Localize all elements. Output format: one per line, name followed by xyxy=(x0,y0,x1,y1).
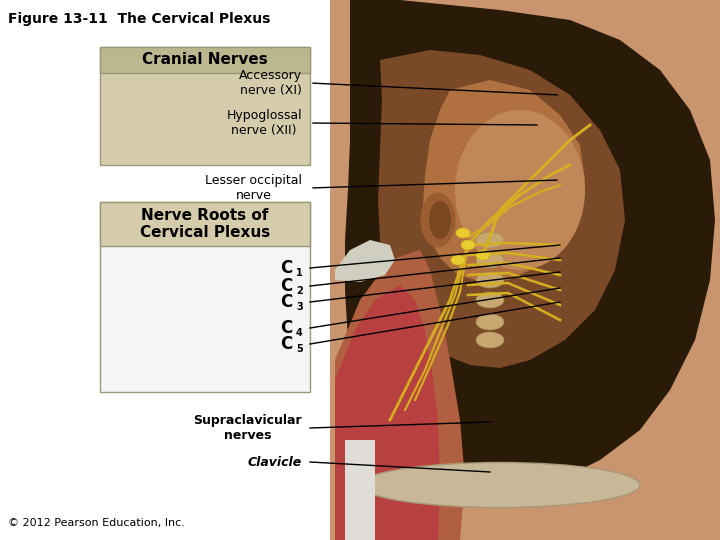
Ellipse shape xyxy=(456,228,470,238)
Polygon shape xyxy=(335,285,440,540)
Text: 3: 3 xyxy=(296,302,302,312)
Polygon shape xyxy=(423,80,585,282)
Polygon shape xyxy=(345,0,715,492)
Text: © 2012 Pearson Education, Inc.: © 2012 Pearson Education, Inc. xyxy=(8,518,185,528)
FancyBboxPatch shape xyxy=(100,47,310,165)
Ellipse shape xyxy=(451,255,465,265)
Text: 5: 5 xyxy=(296,344,302,354)
FancyBboxPatch shape xyxy=(100,202,310,246)
Text: C: C xyxy=(280,277,292,295)
Polygon shape xyxy=(330,0,720,540)
Ellipse shape xyxy=(476,292,504,308)
Polygon shape xyxy=(360,440,375,540)
Text: C: C xyxy=(280,319,292,337)
Polygon shape xyxy=(345,440,365,540)
Text: Supraclavicular
nerves: Supraclavicular nerves xyxy=(194,414,302,442)
Ellipse shape xyxy=(455,110,585,270)
Text: Nerve Roots of
Cervical Plexus: Nerve Roots of Cervical Plexus xyxy=(140,208,270,240)
Polygon shape xyxy=(335,240,395,282)
Polygon shape xyxy=(335,250,465,540)
Text: 2: 2 xyxy=(296,286,302,296)
Ellipse shape xyxy=(461,240,475,250)
Text: 4: 4 xyxy=(296,328,302,338)
Ellipse shape xyxy=(476,232,504,248)
Text: 1: 1 xyxy=(296,268,302,278)
Ellipse shape xyxy=(476,250,490,260)
Ellipse shape xyxy=(420,192,456,247)
Text: Cranial Nerves: Cranial Nerves xyxy=(142,52,268,68)
FancyBboxPatch shape xyxy=(100,47,310,73)
Ellipse shape xyxy=(476,332,504,348)
Text: Figure 13-11  The Cervical Plexus: Figure 13-11 The Cervical Plexus xyxy=(8,12,271,26)
Text: Clavicle: Clavicle xyxy=(248,456,302,469)
Text: Accessory
nerve (XI): Accessory nerve (XI) xyxy=(239,69,302,97)
Text: C: C xyxy=(280,335,292,353)
Ellipse shape xyxy=(429,201,451,239)
Ellipse shape xyxy=(476,252,504,268)
Ellipse shape xyxy=(476,314,504,330)
Text: Lesser occipital
nerve: Lesser occipital nerve xyxy=(205,174,302,202)
Polygon shape xyxy=(378,50,625,368)
Text: C: C xyxy=(280,259,292,277)
FancyBboxPatch shape xyxy=(100,202,310,392)
Ellipse shape xyxy=(360,462,640,508)
Text: C: C xyxy=(280,293,292,311)
Text: Hypoglossal
nerve (XII): Hypoglossal nerve (XII) xyxy=(226,109,302,137)
Ellipse shape xyxy=(476,272,504,288)
